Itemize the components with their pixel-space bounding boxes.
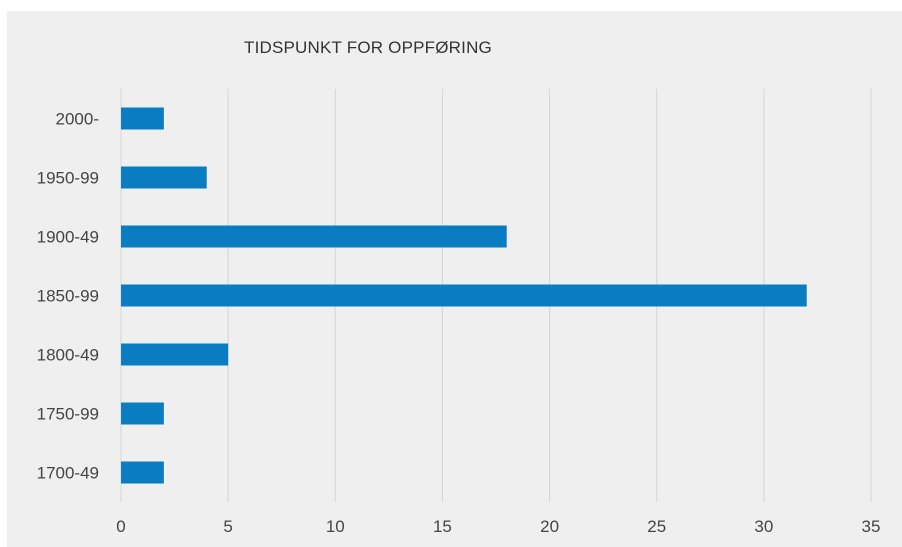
bar-1950-99 [121,167,207,189]
bar-1750-99 [121,403,164,425]
y-tick-label: 1850-99 [37,287,99,306]
chart-title: TIDSPUNKT FOR OPPFØRING [244,38,492,57]
bar-1900-49 [121,226,507,248]
x-tick-label: 5 [223,517,232,536]
y-axis-labels: 2000- 1950-99 1900-49 1850-99 1800-49 1750-99… [37,110,99,483]
y-tick-label: 1750-99 [37,405,99,424]
bars [121,108,807,484]
bar-1850-99 [121,285,807,307]
x-axis-labels: 0 5 10 15 20 25 30 35 [116,517,880,536]
bar-chart: TIDSPUNKT FOR OPPFØRING 2000- 1950-99 1900… [7,11,902,547]
x-tick-label: 35 [862,517,881,536]
x-tick-label: 15 [433,517,452,536]
x-tick-label: 20 [540,517,559,536]
chart-frame: TIDSPUNKT FOR OPPFØRING 2000- 1950-99 1900… [7,11,902,547]
x-tick-label: 30 [754,517,773,536]
y-tick-label: 1700-49 [37,464,99,483]
bar-1800-49 [121,344,228,366]
bar-1700-49 [121,462,164,484]
y-tick-label: 1950-99 [37,169,99,188]
x-tick-label: 10 [326,517,345,536]
y-tick-label: 2000- [56,110,99,129]
x-tick-label: 25 [647,517,666,536]
x-tick-label: 0 [116,517,125,536]
y-tick-label: 1800-49 [37,346,99,365]
bar-2000- [121,108,164,130]
y-tick-label: 1900-49 [37,228,99,247]
